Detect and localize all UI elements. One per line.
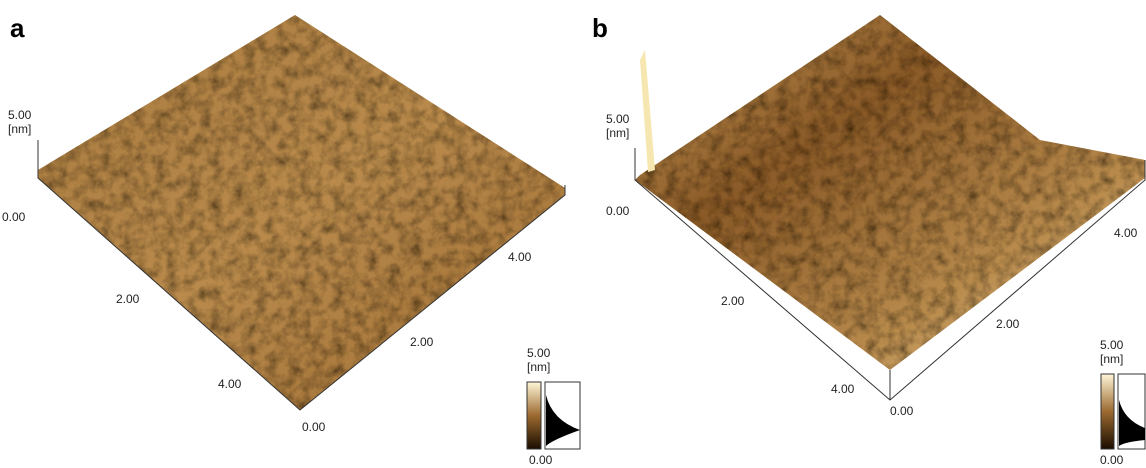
left-tick: 2.00 bbox=[721, 294, 745, 308]
colorbar-min: 0.00 bbox=[529, 453, 553, 467]
left-tick: 4.00 bbox=[831, 382, 855, 396]
right-tick: 2.00 bbox=[410, 335, 434, 349]
left-tick: 4.00 bbox=[218, 377, 242, 391]
right-tick: 0.00 bbox=[890, 404, 914, 418]
right-tick: 4.00 bbox=[1114, 226, 1138, 240]
z-min: 0.00 bbox=[606, 204, 630, 218]
right-tick: 0.00 bbox=[302, 420, 326, 434]
panel-label: a bbox=[10, 13, 25, 43]
figure: a 5.00 [nm] 0.00 2.00 4.00 0.00 2.00 4.0… bbox=[0, 0, 1146, 468]
left-tick: 2.00 bbox=[116, 292, 140, 306]
right-tick: 4.00 bbox=[508, 250, 532, 264]
colorbar-max: 5.00 bbox=[1100, 338, 1124, 352]
z-max: 5.00 bbox=[8, 108, 32, 122]
z-unit: [nm] bbox=[606, 126, 629, 140]
panel-a: a 5.00 [nm] 0.00 2.00 4.00 0.00 2.00 4.0… bbox=[2, 13, 580, 467]
spike bbox=[640, 50, 655, 172]
colorbar-min: 0.00 bbox=[1100, 453, 1124, 467]
colorbar-max: 5.00 bbox=[527, 346, 551, 360]
colorbar-unit: [nm] bbox=[527, 360, 550, 374]
colorbar bbox=[527, 382, 541, 449]
z-unit: [nm] bbox=[8, 122, 31, 136]
colorbar bbox=[1101, 374, 1114, 449]
surface bbox=[38, 15, 565, 410]
colorbar-unit: [nm] bbox=[1100, 352, 1123, 366]
right-tick: 2.00 bbox=[996, 317, 1020, 331]
surface bbox=[635, 15, 1145, 370]
z-max: 5.00 bbox=[606, 112, 630, 126]
panel-label: b bbox=[592, 13, 608, 43]
panel-b: b 5.00 [nm] 0.00 2.00 4.00 0.00 2.00 4.0… bbox=[592, 13, 1145, 467]
z-min: 0.00 bbox=[2, 210, 26, 224]
